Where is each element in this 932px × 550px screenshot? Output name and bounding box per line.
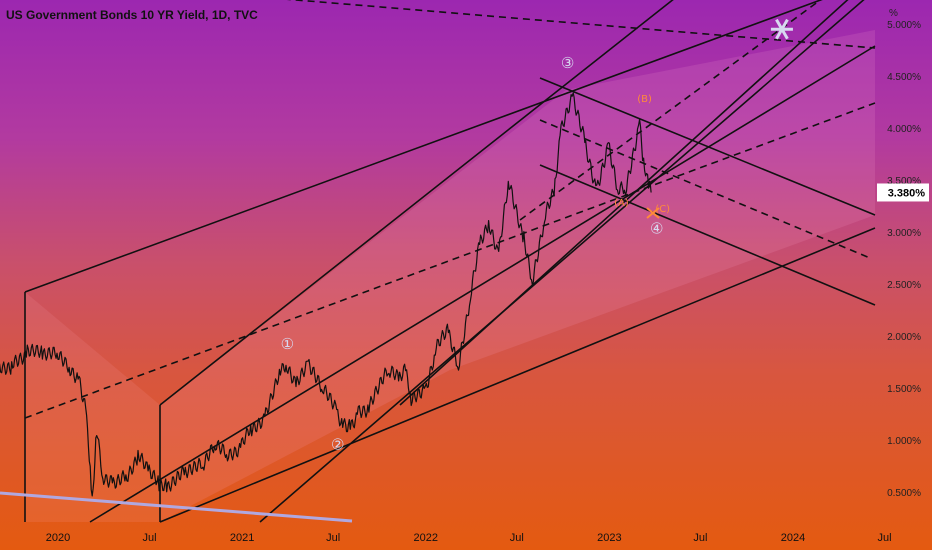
x-tick-label: 2023 bbox=[597, 532, 621, 544]
wave-label-6: (B) bbox=[637, 94, 652, 105]
y-tick-label: 4.000% bbox=[887, 124, 921, 135]
x-tick-label: Jul bbox=[510, 532, 524, 544]
trend-line-1 bbox=[24, 0, 823, 293]
x-tick-label: Jul bbox=[326, 532, 340, 544]
chart-title: US Government Bonds 10 YR Yield, 1D, TVC bbox=[6, 8, 258, 22]
y-tick-label: 5.000% bbox=[887, 20, 921, 31]
target-asterisk-icon bbox=[770, 18, 793, 40]
x-tick-label: Jul bbox=[143, 532, 157, 544]
horizontal-support-line bbox=[0, 491, 353, 523]
last-value-label: 3.380% bbox=[888, 187, 926, 199]
trend-line-14 bbox=[519, 0, 822, 221]
y-tick-label: 3.000% bbox=[887, 228, 921, 239]
trend-line-3 bbox=[159, 0, 674, 406]
y-tick-label: 4.500% bbox=[887, 72, 921, 83]
trend-line-8 bbox=[399, 0, 849, 406]
y-tick-label: 2.500% bbox=[887, 280, 921, 291]
x-tick-label: 2024 bbox=[781, 532, 805, 544]
channel-shade-2 bbox=[160, 30, 875, 522]
wave-label-2: ② bbox=[331, 436, 344, 454]
trend-line-9 bbox=[539, 77, 876, 216]
y-unit-label: % bbox=[889, 8, 898, 19]
y-tick-label: 0.500% bbox=[887, 488, 921, 499]
channel-shade-1 bbox=[25, 292, 160, 522]
wave-label-5: (A) bbox=[614, 198, 629, 209]
y-tick-label: 1.000% bbox=[887, 436, 921, 447]
trend-line-6 bbox=[159, 227, 876, 523]
target-cross-icon bbox=[646, 207, 660, 219]
price-series-line bbox=[0, 92, 652, 497]
y-tick-label: 1.500% bbox=[887, 384, 921, 395]
trend-line-7 bbox=[259, 0, 865, 523]
wave-label-7: (C) bbox=[655, 204, 670, 215]
last-value-badge bbox=[877, 183, 929, 202]
wave-label-3: ③ bbox=[561, 54, 574, 72]
x-tick-label: Jul bbox=[878, 532, 892, 544]
trend-line-5 bbox=[89, 45, 876, 523]
wave-label-1: ① bbox=[281, 335, 294, 353]
x-tick-label: 2020 bbox=[46, 532, 70, 544]
trend-line-12 bbox=[286, 0, 876, 49]
trend-line-10 bbox=[539, 164, 876, 306]
y-tick-label: 2.000% bbox=[887, 332, 921, 343]
x-tick-label: 2021 bbox=[230, 532, 254, 544]
y-tick-label: 3.500% bbox=[887, 176, 921, 187]
x-tick-label: Jul bbox=[693, 532, 707, 544]
wave-label-4: ④ bbox=[650, 219, 663, 237]
x-tick-label: 2022 bbox=[414, 532, 438, 544]
